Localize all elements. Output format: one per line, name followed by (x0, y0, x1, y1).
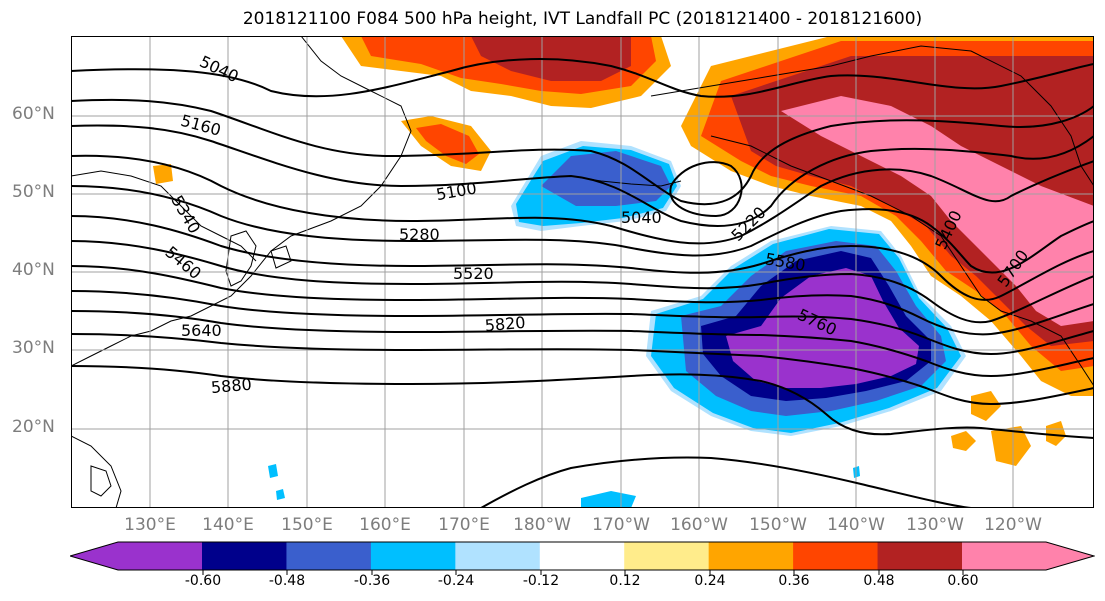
colorbar-segment (708, 542, 794, 570)
contour-label: 5880 (210, 375, 252, 397)
colorbar-extend-high (962, 542, 1094, 570)
colorbar-tick-label: -0.24 (437, 573, 475, 589)
colorbar-extend-low (70, 542, 202, 570)
contour-label: 5040 (621, 208, 662, 227)
colorbar-segment (624, 542, 710, 570)
lon-tick-label: 140°W (827, 515, 885, 535)
contour-label: 5820 (484, 313, 526, 335)
colorbar-segment (370, 542, 456, 570)
colorbar-tick-label: -0.36 (353, 573, 391, 589)
lon-tick-label: 160°W (670, 515, 728, 535)
map-panel: 5040 5160 5100 5040 5220 5340 5280 5400 … (71, 36, 1094, 508)
colorbar-segment (877, 542, 963, 570)
lon-tick-label: 130°W (906, 515, 964, 535)
lon-tick-label: 130°E (124, 515, 176, 535)
colorbar-segment (539, 542, 625, 570)
colorbar-tick-label: 0.24 (694, 573, 726, 589)
colorbar-segment (793, 542, 879, 570)
lon-tick-label: 140°E (202, 515, 254, 535)
colorbar-tick-label: 0.60 (947, 573, 979, 589)
colorbar-segment (202, 542, 287, 570)
colorbar-tick-label: -0.12 (522, 573, 560, 589)
colorbar-outline (70, 541, 1095, 571)
colorbar-tick-label: -0.60 (184, 573, 222, 589)
lon-tick-label: 170°W (592, 515, 650, 535)
height-contours (71, 58, 1094, 508)
colorbar-segment (286, 542, 372, 570)
lat-tick-label: 50°N (12, 182, 55, 202)
lat-tick-label: 30°N (12, 338, 55, 358)
colorbar-tick-label: 0.36 (778, 573, 810, 589)
lat-tick-label: 60°N (12, 104, 55, 124)
colorbar (70, 541, 1095, 575)
contour-label: 5640 (181, 321, 222, 340)
lon-tick-label: 160°E (359, 515, 411, 535)
lon-tick-label: 170°E (438, 515, 490, 535)
colorbar-segment (455, 542, 541, 570)
lat-tick-label: 20°N (12, 417, 55, 437)
lat-tick-label: 40°N (12, 260, 55, 280)
lon-tick-label: 180°W (513, 515, 571, 535)
colorbar-tick-label: 0.48 (863, 573, 895, 589)
colorbar-tick-label: -0.48 (268, 573, 306, 589)
lon-tick-label: 120°W (984, 515, 1042, 535)
lon-tick-label: 150°W (749, 515, 807, 535)
contour-label: 5280 (399, 225, 440, 244)
map-title: 2018121100 F084 500 hPa height, IVT Land… (242, 9, 923, 29)
colorbar-tick-label: 0.12 (609, 573, 641, 589)
contour-label: 5520 (453, 264, 494, 283)
lon-tick-label: 150°E (281, 515, 333, 535)
